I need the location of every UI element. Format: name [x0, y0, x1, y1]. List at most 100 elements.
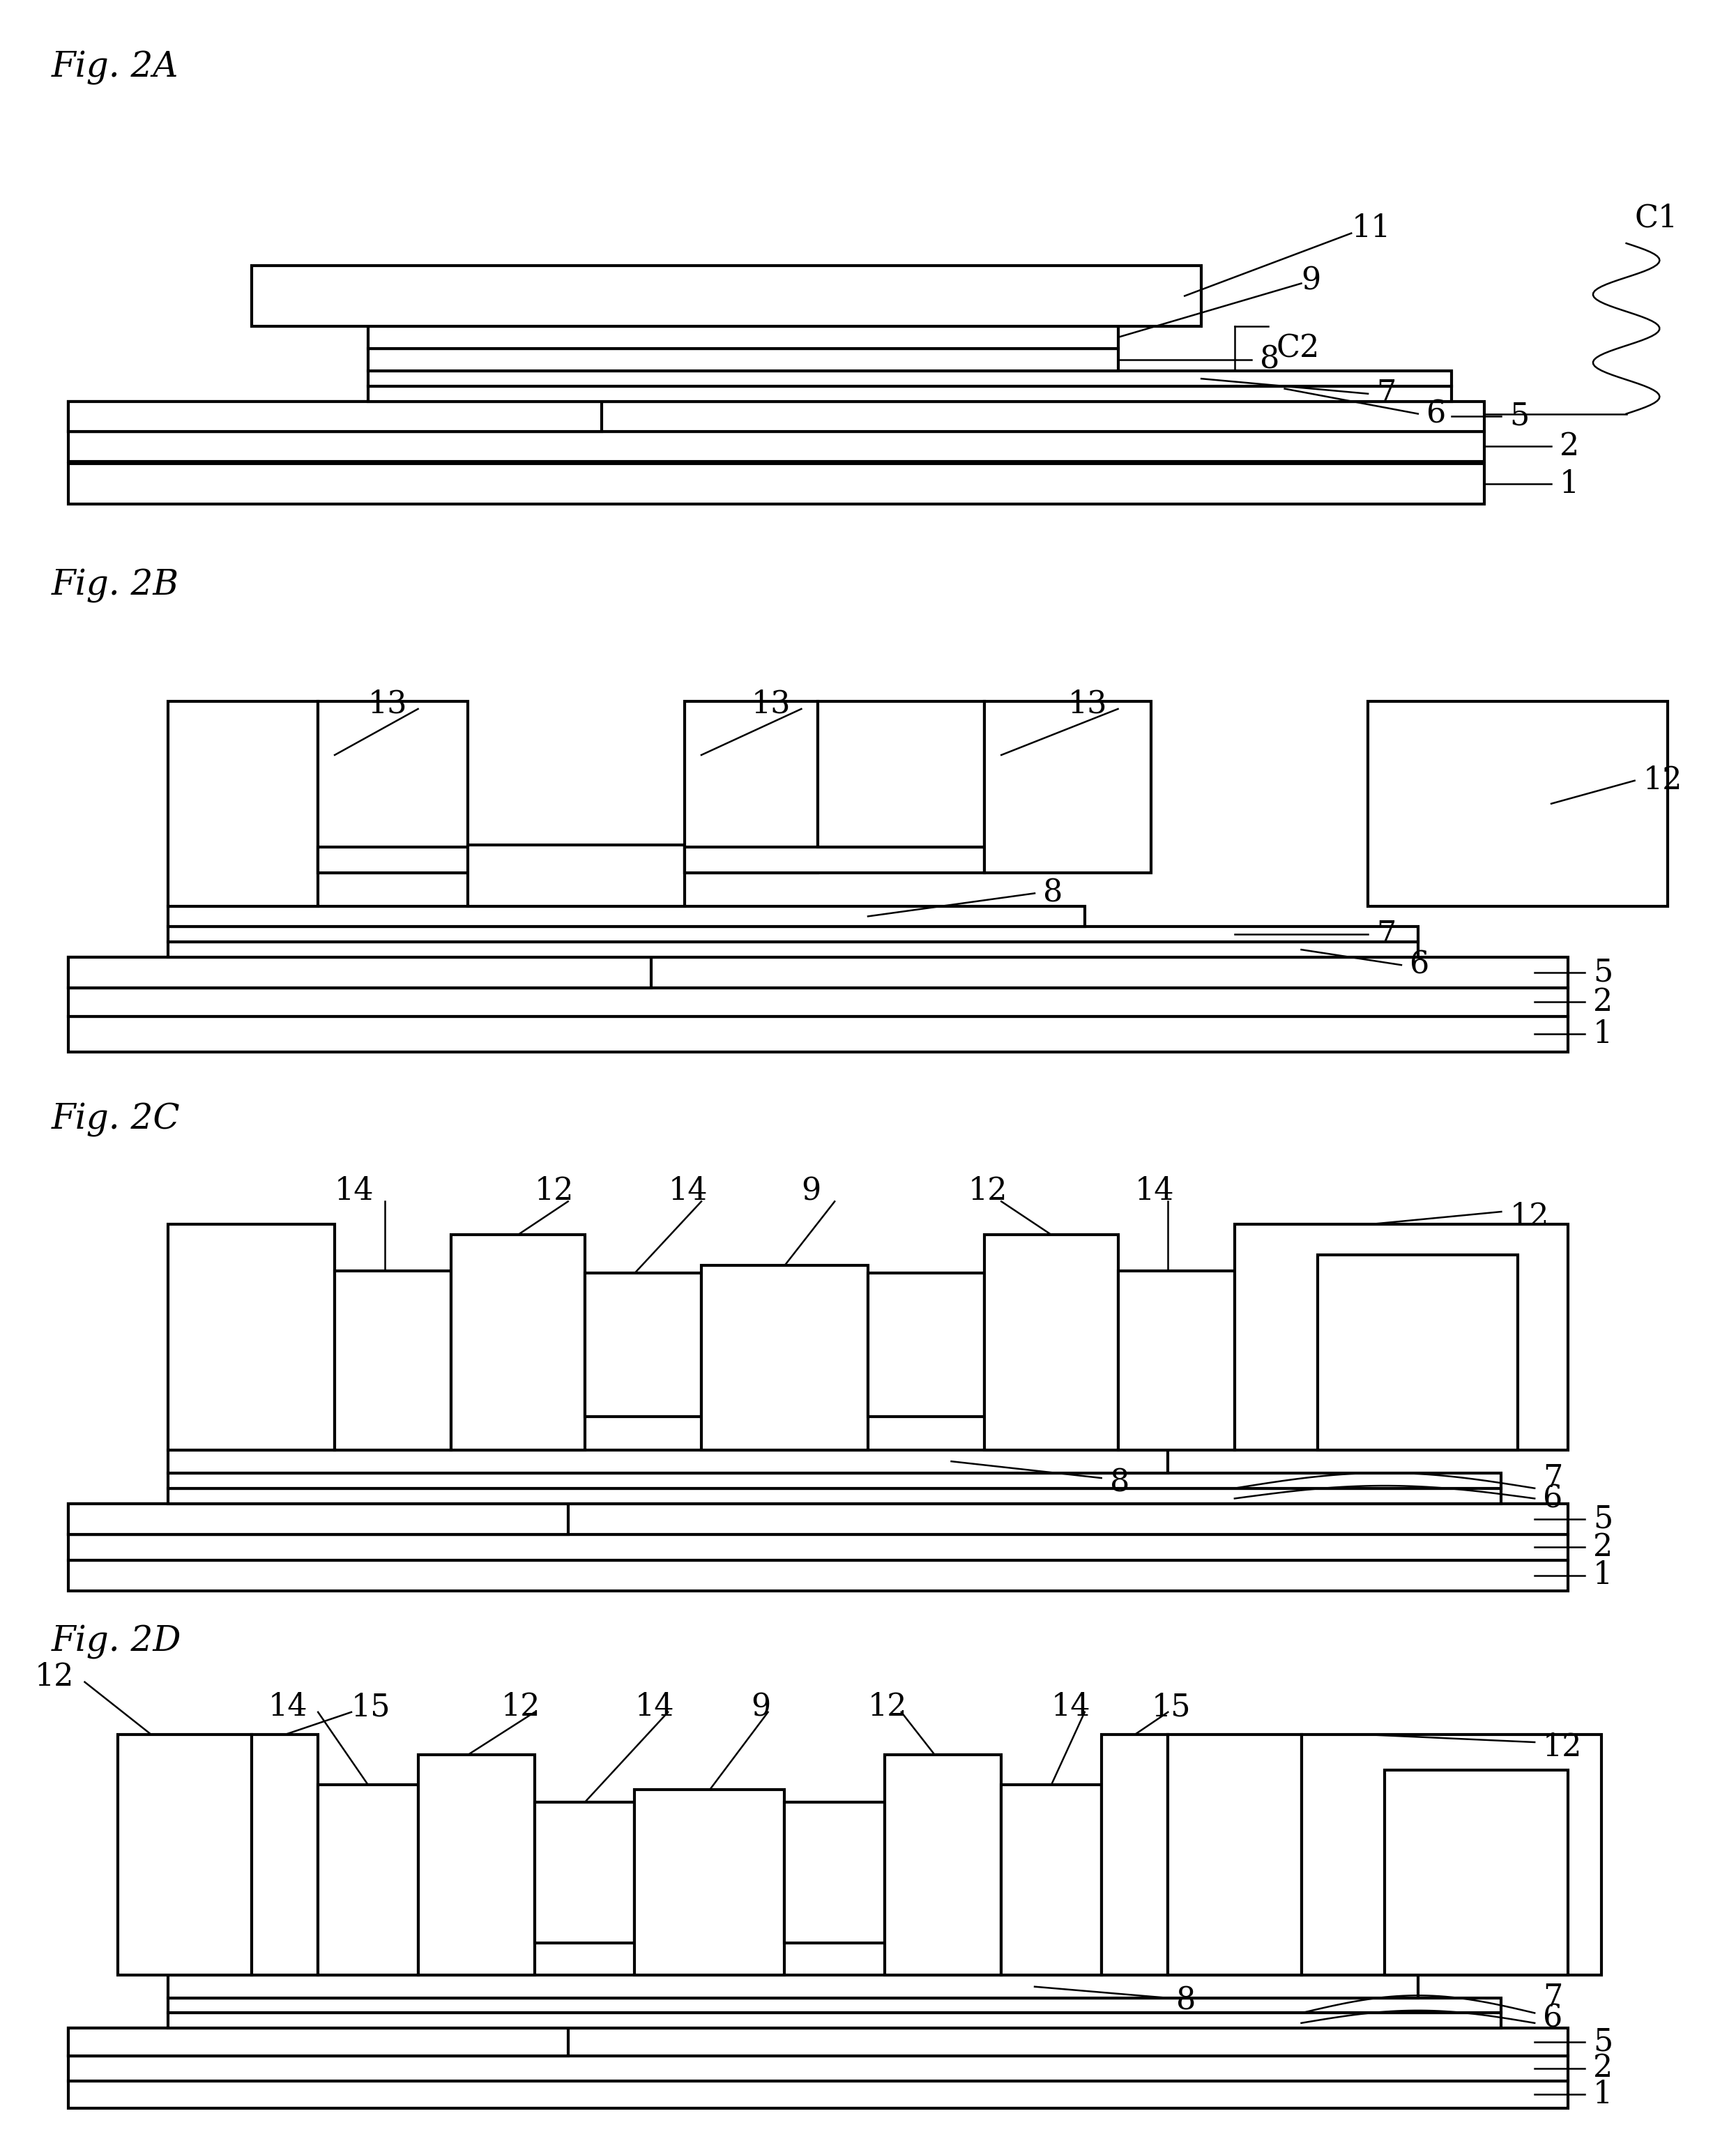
Bar: [368, 348, 1118, 371]
Text: 6: 6: [1543, 1483, 1562, 1513]
Text: 6: 6: [1427, 399, 1446, 429]
Text: 11: 11: [1351, 213, 1391, 243]
Text: 6: 6: [1410, 950, 1429, 980]
Text: 12: 12: [35, 1662, 75, 1692]
Bar: [68, 2055, 1568, 2081]
Bar: [1002, 1784, 1101, 1976]
Bar: [868, 1274, 984, 1417]
Text: 13: 13: [1068, 689, 1108, 719]
Text: C1: C1: [1635, 203, 1679, 233]
Text: 12: 12: [969, 1176, 1007, 1206]
Text: 7: 7: [1377, 378, 1396, 410]
Bar: [368, 386, 1451, 401]
Bar: [68, 958, 651, 988]
Bar: [168, 702, 318, 907]
Bar: [118, 1735, 252, 1976]
Bar: [318, 847, 684, 873]
Bar: [984, 1236, 1118, 1449]
Bar: [1318, 1255, 1517, 1449]
Text: 12: 12: [1642, 766, 1682, 796]
Text: Fig. 2A: Fig. 2A: [52, 51, 179, 85]
Text: 8: 8: [1260, 346, 1279, 376]
Text: 15: 15: [351, 1692, 391, 1722]
Text: 12: 12: [535, 1176, 575, 1206]
Bar: [68, 2027, 568, 2055]
Bar: [168, 1487, 1502, 1504]
Bar: [68, 958, 1568, 988]
Text: 14: 14: [635, 1692, 674, 1722]
Bar: [684, 702, 818, 873]
Text: Fig. 2C: Fig. 2C: [52, 1103, 181, 1137]
Text: 12: 12: [1510, 1201, 1549, 1231]
Text: 12: 12: [868, 1692, 908, 1722]
Bar: [1234, 1225, 1568, 1449]
Text: 1: 1: [1594, 1560, 1613, 1590]
Bar: [168, 1449, 1168, 1472]
Text: 8: 8: [1043, 879, 1062, 909]
Bar: [368, 327, 1118, 348]
Bar: [68, 431, 1484, 461]
Bar: [818, 702, 984, 847]
Bar: [168, 1225, 335, 1449]
Bar: [418, 1754, 535, 1976]
Text: 13: 13: [368, 689, 408, 719]
Bar: [252, 267, 1201, 327]
Text: C2: C2: [1276, 333, 1319, 363]
Bar: [68, 1560, 1568, 1590]
Text: 2: 2: [1594, 2053, 1613, 2083]
Bar: [68, 2027, 1568, 2055]
Bar: [168, 1976, 1418, 1997]
Bar: [984, 702, 1151, 873]
Bar: [368, 371, 1451, 386]
Bar: [451, 1236, 585, 1449]
Bar: [1368, 702, 1668, 907]
Bar: [785, 1803, 885, 1942]
Text: 7: 7: [1543, 1464, 1562, 1494]
Text: 1: 1: [1559, 469, 1580, 499]
Bar: [335, 1270, 451, 1449]
Text: 5: 5: [1594, 1504, 1613, 1534]
Bar: [318, 1784, 418, 1976]
Bar: [68, 1016, 1568, 1052]
Bar: [1101, 1735, 1168, 1976]
Bar: [535, 1803, 635, 1942]
Text: 9: 9: [752, 1692, 771, 1722]
Text: 5: 5: [1594, 958, 1613, 988]
Text: 8: 8: [1177, 1985, 1196, 2014]
Bar: [168, 941, 1418, 958]
Bar: [701, 1265, 868, 1449]
Text: Fig. 2D: Fig. 2D: [52, 1624, 181, 1658]
Text: 14: 14: [335, 1176, 375, 1206]
Bar: [68, 1504, 1568, 1534]
Text: 12: 12: [502, 1692, 540, 1722]
Bar: [885, 1754, 1002, 1976]
Bar: [68, 1504, 568, 1534]
Text: 6: 6: [1543, 2004, 1562, 2034]
Bar: [168, 907, 1085, 926]
Bar: [1302, 1735, 1601, 1976]
Text: 7: 7: [1377, 920, 1396, 950]
Bar: [585, 1274, 701, 1417]
Bar: [68, 1534, 1568, 1560]
Bar: [68, 401, 601, 431]
Text: 8: 8: [1109, 1468, 1130, 1498]
Bar: [1385, 1769, 1568, 1976]
Text: 5: 5: [1594, 2027, 1613, 2057]
Bar: [635, 1790, 785, 1976]
Bar: [1118, 1270, 1234, 1449]
Bar: [168, 1997, 1502, 2012]
Text: 2: 2: [1594, 988, 1613, 1018]
Bar: [1168, 1735, 1302, 1976]
Text: 9: 9: [802, 1176, 821, 1206]
Text: 15: 15: [1151, 1692, 1191, 1722]
Bar: [252, 1735, 318, 1976]
Text: 14: 14: [267, 1692, 307, 1722]
Text: 2: 2: [1559, 431, 1580, 461]
Text: Fig. 2B: Fig. 2B: [52, 570, 179, 604]
Text: 1: 1: [1594, 2079, 1613, 2111]
Bar: [68, 463, 1484, 504]
Bar: [318, 702, 469, 873]
Text: 9: 9: [1302, 267, 1321, 297]
Text: 12: 12: [1543, 1733, 1581, 1763]
Text: 14: 14: [1135, 1176, 1174, 1206]
